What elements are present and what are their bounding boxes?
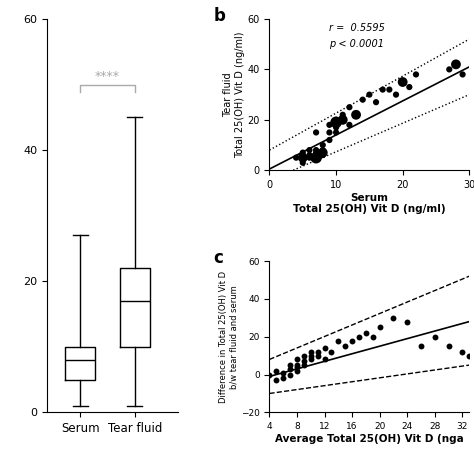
Point bbox=[346, 121, 353, 128]
Point bbox=[365, 91, 373, 99]
Point bbox=[352, 111, 360, 118]
Point bbox=[431, 333, 438, 340]
Point bbox=[307, 356, 315, 363]
Point bbox=[300, 352, 308, 359]
Text: c: c bbox=[214, 249, 223, 267]
Point bbox=[307, 348, 315, 356]
Point bbox=[312, 146, 320, 154]
Point bbox=[299, 149, 307, 156]
Y-axis label: Difference in Total 25(OH) Vit D
b/w tear fluid and serum: Difference in Total 25(OH) Vit D b/w tea… bbox=[219, 271, 238, 403]
Point bbox=[326, 136, 333, 144]
Text: r =  0.5595: r = 0.5595 bbox=[329, 24, 385, 34]
Point bbox=[385, 86, 393, 93]
Point bbox=[306, 151, 313, 159]
Point bbox=[306, 154, 313, 162]
Point bbox=[306, 146, 313, 154]
Point bbox=[406, 83, 413, 91]
Point bbox=[392, 91, 400, 99]
Point bbox=[332, 116, 340, 124]
Text: b: b bbox=[214, 7, 226, 25]
Point bbox=[335, 337, 342, 344]
Point bbox=[417, 342, 425, 350]
Point bbox=[266, 371, 273, 378]
Point bbox=[319, 149, 327, 156]
Point bbox=[273, 376, 280, 384]
Point bbox=[332, 118, 340, 126]
Point bbox=[372, 99, 380, 106]
Text: p < 0.0001: p < 0.0001 bbox=[329, 39, 384, 49]
Point bbox=[307, 352, 315, 359]
Point bbox=[445, 342, 452, 350]
Point bbox=[339, 111, 346, 118]
Point bbox=[312, 154, 320, 162]
Point bbox=[293, 361, 301, 369]
Point bbox=[293, 367, 301, 374]
Point bbox=[452, 61, 460, 68]
Point bbox=[328, 348, 335, 356]
Point bbox=[459, 71, 466, 78]
Point bbox=[390, 314, 397, 321]
Text: ****: **** bbox=[95, 70, 120, 82]
Point bbox=[286, 361, 294, 369]
Point bbox=[319, 141, 327, 149]
X-axis label: Average Total 25(OH) Vit D (nga: Average Total 25(OH) Vit D (nga bbox=[275, 434, 464, 444]
Point bbox=[312, 149, 320, 156]
Point bbox=[458, 348, 466, 356]
Point bbox=[280, 369, 287, 376]
Point bbox=[403, 318, 411, 325]
Point bbox=[346, 103, 353, 111]
Point bbox=[332, 124, 340, 131]
Point bbox=[299, 154, 307, 162]
Point bbox=[319, 146, 327, 154]
Point bbox=[280, 374, 287, 382]
Point bbox=[379, 86, 386, 93]
Point bbox=[319, 151, 327, 159]
Point bbox=[465, 352, 473, 359]
Point bbox=[273, 367, 280, 374]
Point bbox=[359, 96, 366, 103]
Point bbox=[286, 365, 294, 373]
Point bbox=[314, 352, 321, 359]
Point bbox=[312, 128, 320, 136]
Point bbox=[321, 344, 328, 352]
Point bbox=[341, 342, 349, 350]
Point bbox=[293, 356, 301, 363]
Point bbox=[339, 116, 346, 124]
X-axis label: Serum
Total 25(OH) Vit D (ng/ml): Serum Total 25(OH) Vit D (ng/ml) bbox=[293, 193, 446, 214]
Point bbox=[299, 159, 307, 166]
Y-axis label: Tear fluid
Total 25(OH) Vit D (ng/ml): Tear fluid Total 25(OH) Vit D (ng/ml) bbox=[223, 31, 245, 158]
Point bbox=[348, 337, 356, 344]
Point bbox=[326, 128, 333, 136]
Point bbox=[326, 121, 333, 128]
Point bbox=[300, 361, 308, 369]
Point bbox=[321, 356, 328, 363]
Point bbox=[332, 128, 340, 136]
Point bbox=[446, 65, 453, 73]
Point bbox=[369, 333, 377, 340]
Point bbox=[399, 78, 407, 86]
Point bbox=[362, 329, 370, 337]
Point bbox=[412, 71, 420, 78]
Point bbox=[286, 371, 294, 378]
Point bbox=[293, 363, 301, 371]
Point bbox=[355, 333, 363, 340]
Point bbox=[300, 357, 308, 365]
Point bbox=[376, 323, 383, 331]
Point bbox=[292, 154, 300, 162]
Point bbox=[314, 348, 321, 356]
